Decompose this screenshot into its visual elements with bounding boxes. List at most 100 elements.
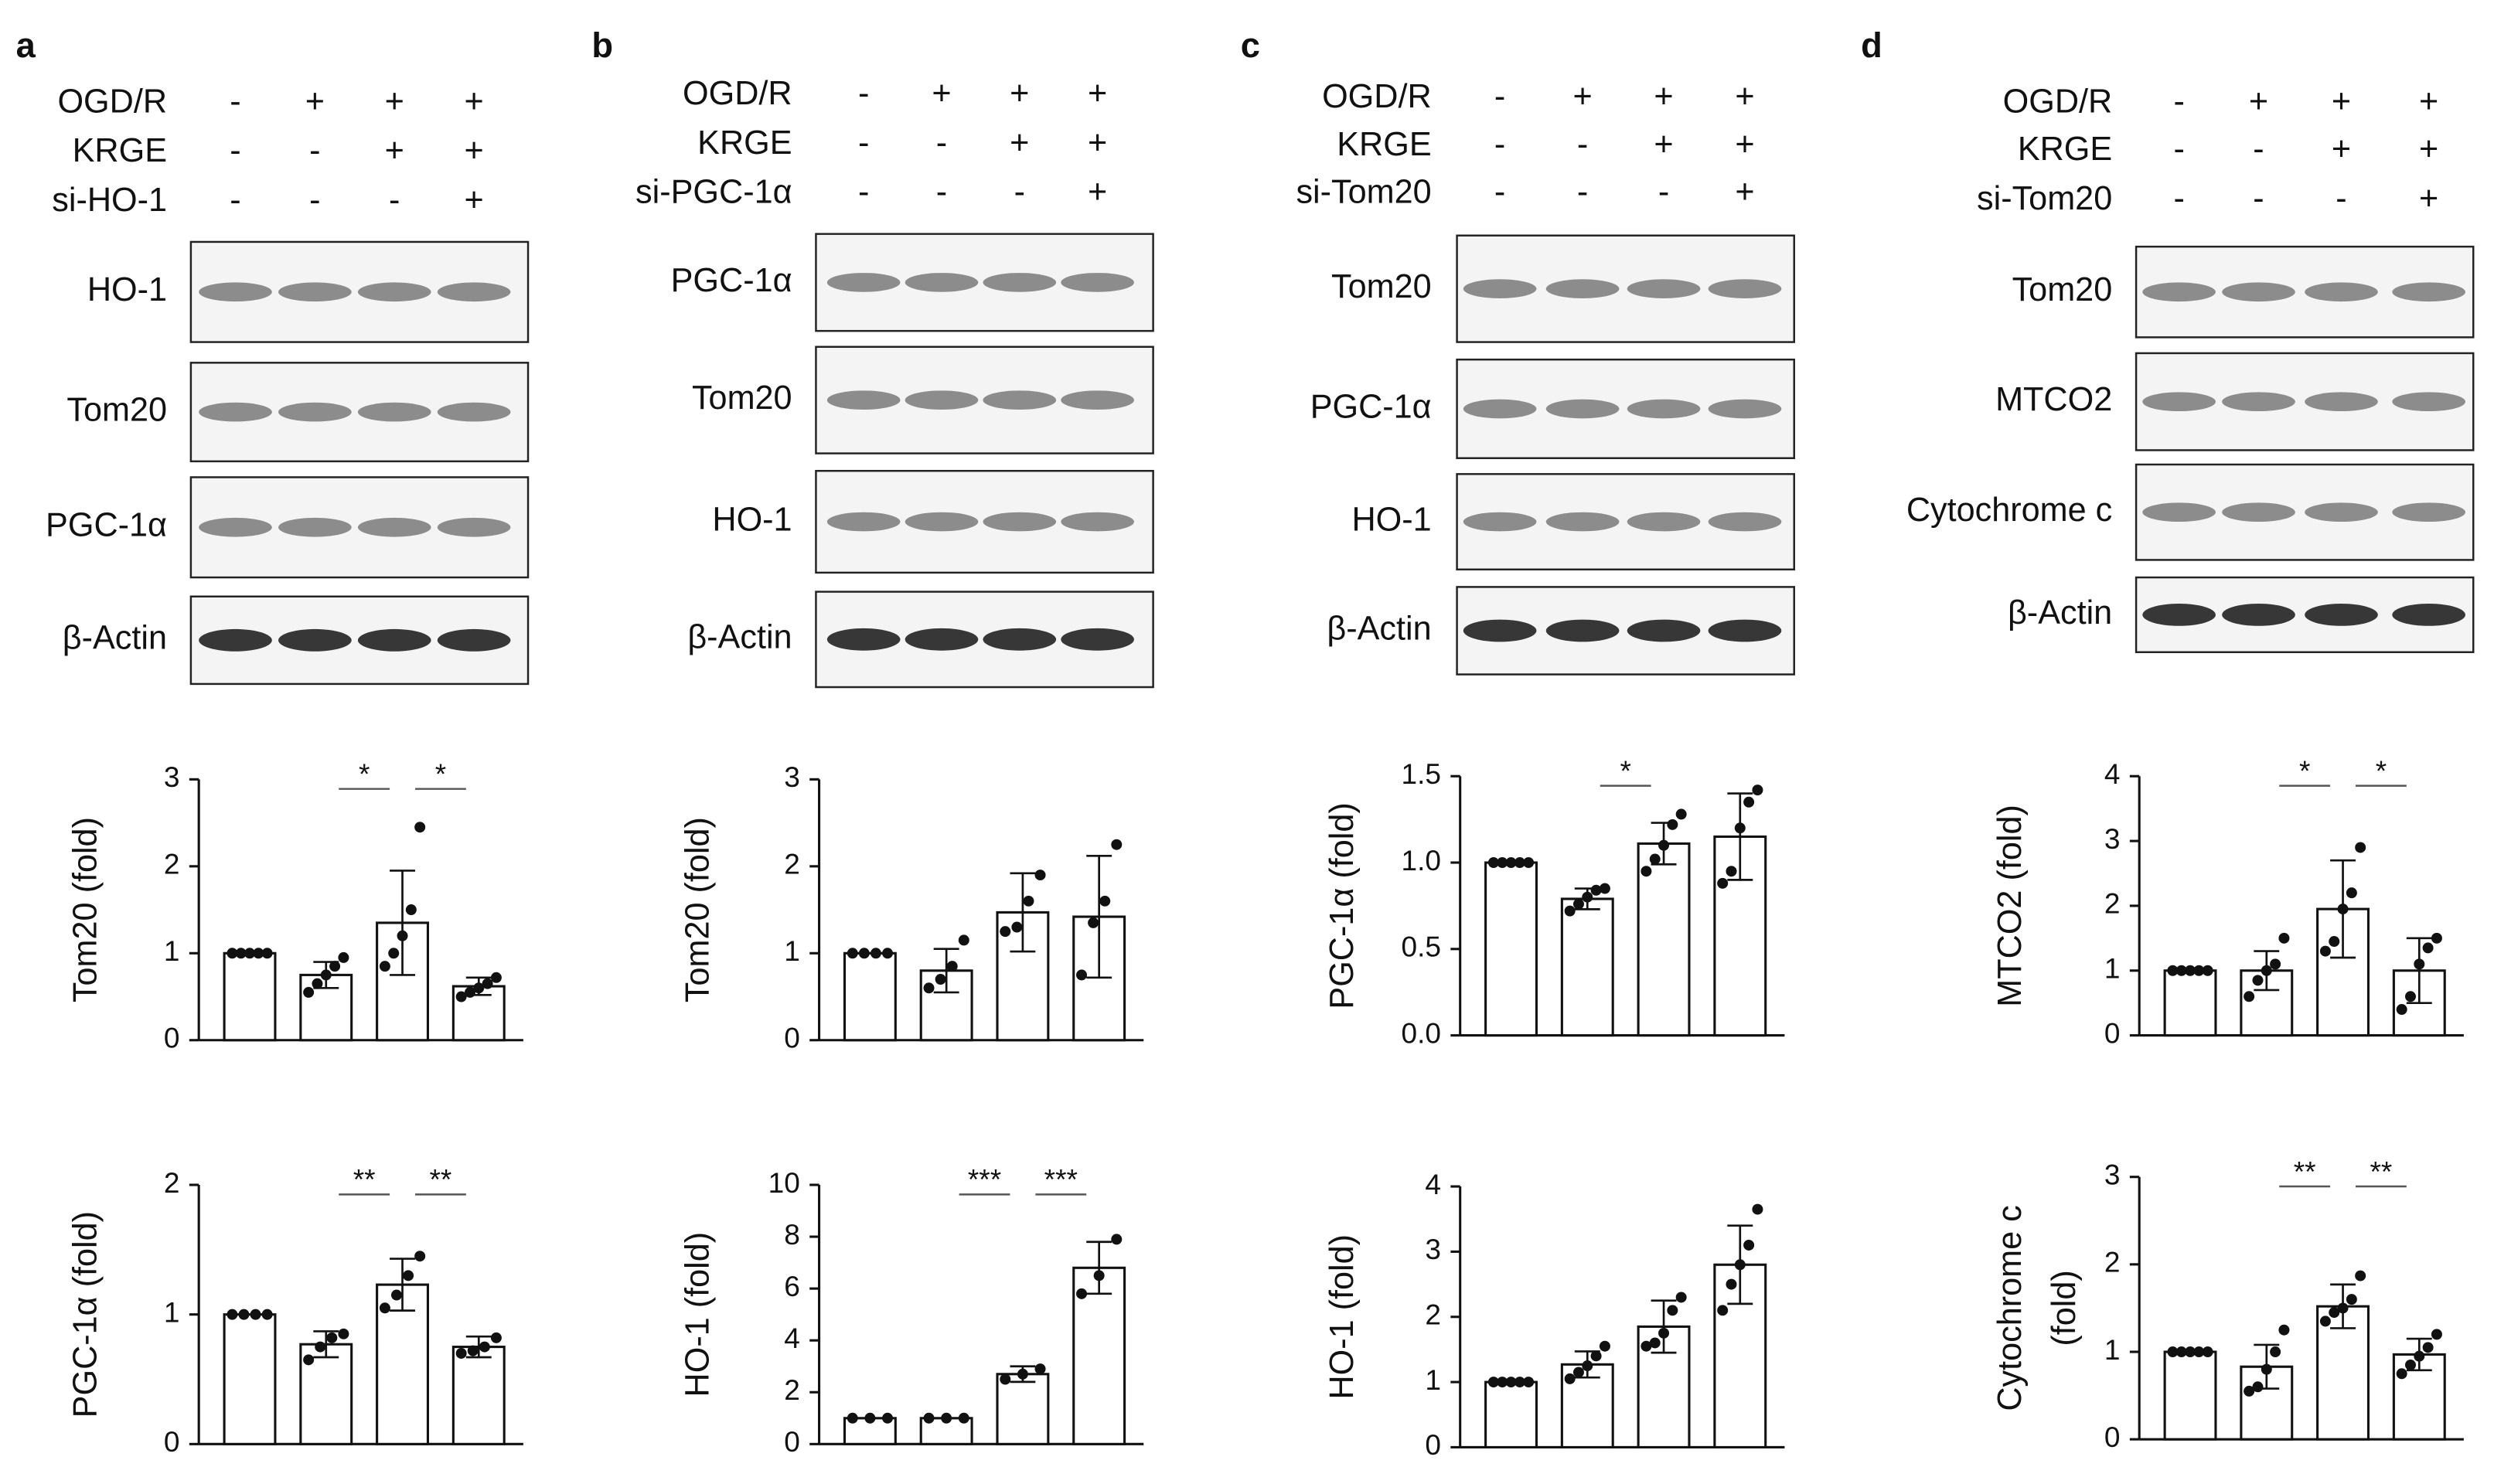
data-point (455, 991, 467, 1002)
blot-band (278, 628, 352, 652)
bar (843, 951, 897, 1042)
significance-label: ** (2294, 1155, 2316, 1187)
y-axis-label: PGC-1α (fold) (1324, 802, 1361, 1009)
condition-mark: - (858, 174, 869, 211)
y-tick-label: 2 (164, 1166, 180, 1199)
blot-band (437, 282, 511, 302)
blot-band (1708, 512, 1782, 532)
y-tick-label: 4 (2104, 757, 2121, 790)
y-tick-label: 3 (2104, 1158, 2121, 1190)
condition-label: KRGE (1337, 126, 1431, 163)
blot-label: PGC-1α (671, 262, 792, 299)
data-point (2175, 1346, 2187, 1358)
y-tick-label: 4 (784, 1322, 800, 1354)
data-point (935, 974, 946, 985)
blot-band (2222, 282, 2295, 302)
condition-mark: - (1658, 174, 1669, 211)
data-point (2422, 1342, 2434, 1353)
data-point (2337, 1302, 2349, 1314)
data-point (941, 1412, 952, 1424)
condition-label: OGD/R (2003, 83, 2113, 120)
blot-band (357, 402, 431, 422)
data-point (1487, 857, 1499, 869)
data-point (250, 1309, 261, 1320)
data-point (379, 1302, 390, 1314)
data-point (1000, 1373, 1011, 1385)
data-point (414, 822, 426, 833)
data-point (1011, 921, 1023, 933)
data-point (1649, 1337, 1661, 1349)
blot-band (2142, 604, 2216, 626)
data-point (405, 904, 417, 916)
blot-band (2392, 392, 2465, 412)
data-point (1641, 866, 1652, 877)
data-point (1675, 1292, 1687, 1303)
blot-label: β-Actin (1327, 610, 1431, 647)
blot-label: Tom20 (66, 391, 167, 428)
panel-letter: a (16, 26, 36, 65)
condition-mark: - (1014, 174, 1025, 211)
condition-label: si-PGC-1α (635, 174, 792, 211)
blot-band (2305, 392, 2378, 412)
y-tick-label: 0 (2104, 1016, 2121, 1049)
condition-mark: + (2419, 83, 2438, 120)
data-point (1582, 891, 1593, 903)
bar (2163, 1350, 2217, 1441)
condition-mark: - (1494, 174, 1505, 211)
condition-mark: + (464, 83, 483, 120)
data-point (2396, 1368, 2407, 1380)
condition-mark: - (1577, 126, 1588, 163)
blot-band (1463, 399, 1537, 419)
data-point (1111, 1234, 1123, 1245)
data-point (1564, 905, 1576, 917)
data-point (329, 961, 341, 972)
blot-band (357, 282, 431, 302)
data-point (882, 948, 894, 959)
condition-mark: - (230, 132, 240, 169)
condition-mark: + (464, 132, 483, 169)
y-tick-label: 1.5 (1402, 757, 1441, 790)
blot-band (1463, 279, 1537, 298)
blot-band (1708, 619, 1782, 642)
condition-mark: - (2253, 180, 2264, 217)
condition-label: OGD/R (1322, 78, 1432, 115)
blot-band (826, 390, 901, 410)
data-point (1752, 785, 1763, 796)
blot-band (437, 628, 511, 652)
blot-label: PGC-1α (1310, 388, 1432, 425)
condition-mark: + (464, 182, 483, 219)
blot-band (2222, 604, 2295, 626)
blot-band (826, 512, 901, 532)
data-point (1599, 883, 1610, 894)
condition-mark: - (2173, 180, 2184, 217)
data-point (2244, 1385, 2255, 1397)
data-point (312, 978, 323, 989)
y-axis-label: Tom20 (fold) (680, 817, 717, 1002)
blot-band (905, 390, 979, 410)
y-tick-label: 0 (2104, 1421, 2121, 1453)
data-point (958, 934, 969, 946)
condition-mark: + (2419, 131, 2438, 168)
blot-band (1545, 279, 1620, 298)
data-point (847, 1412, 858, 1424)
data-point (1590, 1350, 1602, 1362)
significance-label: * (435, 757, 446, 790)
blot-band (826, 273, 901, 292)
data-point (2252, 1381, 2264, 1393)
data-point (1717, 1305, 1729, 1316)
bar (2163, 969, 2217, 1037)
blot-band (1627, 399, 1701, 419)
data-point (227, 1309, 238, 1320)
data-point (1505, 857, 1517, 869)
data-point (1743, 1239, 1755, 1251)
data-point (2202, 965, 2213, 976)
condition-label: si-Tom20 (1296, 174, 1431, 211)
blot-band (199, 402, 272, 422)
blot-label: Tom20 (2012, 271, 2113, 308)
data-point (1752, 1203, 1763, 1215)
data-point (414, 1251, 426, 1262)
y-tick-label: 1 (784, 934, 800, 967)
y-tick-label: 2 (2104, 1246, 2121, 1278)
condition-mark: + (1735, 174, 1754, 211)
